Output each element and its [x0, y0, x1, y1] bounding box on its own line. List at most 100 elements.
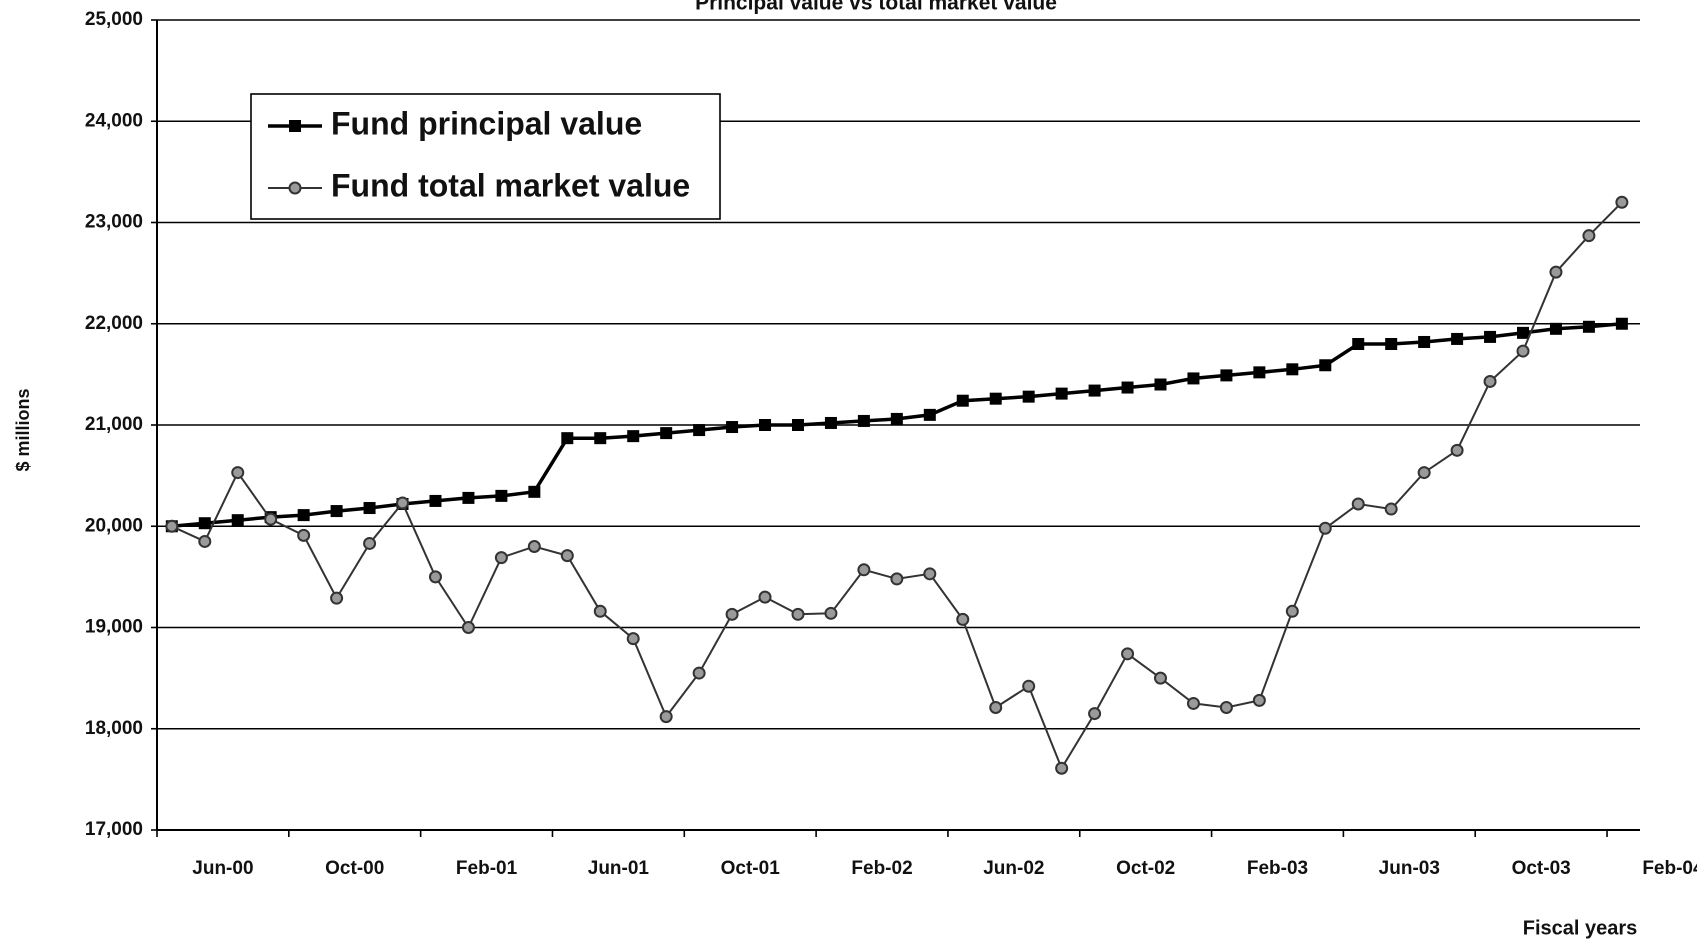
data-point: [1220, 369, 1233, 382]
data-point: [1517, 326, 1530, 339]
data-point: [1483, 374, 1497, 388]
data-point: [1252, 693, 1266, 707]
y-tick-label: 22,000: [85, 313, 143, 334]
data-point: [692, 666, 706, 680]
data-point: [560, 549, 574, 563]
data-point: [824, 416, 837, 429]
data-point: [956, 394, 969, 407]
data-point: [1417, 466, 1431, 480]
data-point: [923, 408, 936, 421]
data-point: [1582, 229, 1596, 243]
data-point: [1516, 344, 1530, 358]
data-point: [461, 621, 475, 634]
data-point: [1615, 317, 1628, 330]
legend-box: [250, 93, 721, 220]
data-point: [1319, 359, 1332, 372]
data-point: [198, 534, 212, 548]
data-point: [956, 612, 970, 626]
data-point: [923, 567, 937, 581]
data-point: [396, 496, 410, 510]
legend-label: Fund principal value: [331, 105, 642, 141]
data-point: [989, 700, 1003, 714]
x-tick-label: Oct-00: [325, 858, 384, 879]
data-point: [989, 392, 1002, 405]
data-point: [1055, 387, 1068, 400]
data-point: [429, 494, 442, 507]
data-point: [494, 551, 508, 565]
y-tick-label: 17,000: [85, 819, 143, 840]
data-point: [1384, 502, 1398, 516]
data-point: [594, 432, 607, 445]
data-point: [1615, 195, 1629, 209]
y-tick-label: 24,000: [85, 110, 143, 131]
data-point: [1121, 647, 1135, 661]
data-point: [1484, 330, 1497, 343]
data-point: [330, 505, 343, 518]
data-point: [1285, 604, 1299, 618]
data-point: [693, 424, 706, 437]
data-point: [231, 514, 244, 527]
data-point: [1088, 707, 1102, 721]
data-point: [1418, 335, 1431, 348]
data-point: [1450, 443, 1464, 457]
x-tick-label: Jun-02: [983, 858, 1044, 879]
data-point: [726, 421, 739, 434]
data-point: [1121, 381, 1134, 394]
data-point: [1385, 338, 1398, 350]
data-point: [1153, 671, 1167, 685]
data-point: [1352, 338, 1365, 350]
data-point: [759, 419, 772, 431]
data-point: [791, 419, 804, 431]
y-tick-label: 18,000: [85, 718, 143, 739]
data-point: [231, 466, 245, 480]
data-point: [1219, 700, 1233, 714]
data-point: [297, 528, 311, 542]
y-tick-label: 25,000: [85, 9, 143, 30]
data-point: [561, 432, 574, 445]
y-axis-label: $ millions: [13, 388, 33, 471]
data-point: [725, 607, 739, 621]
x-tick-label: Feb-02: [851, 858, 912, 879]
data-point: [330, 591, 344, 605]
data-point: [1286, 363, 1299, 376]
x-tick-label: Feb-01: [456, 858, 518, 879]
data-point: [428, 570, 442, 584]
legend-marker: [289, 120, 301, 132]
x-tick-label: Feb-03: [1247, 858, 1308, 879]
x-tick-label: Jun-03: [1379, 858, 1440, 879]
data-point: [660, 427, 673, 440]
x-tick-label: Feb-04: [1642, 858, 1697, 879]
data-point: [1186, 696, 1200, 710]
data-point: [495, 489, 508, 502]
legend-label: Fund total market value: [331, 167, 690, 203]
chart-title: Principal value vs total market value: [695, 0, 1057, 15]
data-point: [363, 536, 377, 550]
data-point: [1351, 497, 1365, 511]
data-point: [528, 485, 541, 498]
data-point: [857, 563, 871, 577]
data-point: [1582, 320, 1595, 333]
x-tick-label: Oct-03: [1512, 858, 1571, 879]
data-point: [198, 517, 211, 530]
y-tick-label: 19,000: [85, 617, 143, 638]
data-point: [1549, 322, 1562, 335]
data-point: [1022, 679, 1036, 693]
data-point: [462, 491, 475, 504]
data-point: [824, 606, 838, 620]
x-tick-label: Oct-01: [721, 858, 781, 879]
x-tick-label: Jun-01: [588, 858, 650, 879]
x-tick-label: Jun-00: [192, 858, 253, 879]
series-line: [171, 201, 1623, 771]
y-tick-label: 21,000: [85, 414, 143, 435]
data-point: [758, 590, 772, 604]
data-point: [1549, 265, 1563, 279]
x-axis-label: Fiscal years: [1523, 917, 1638, 939]
data-point: [890, 412, 903, 425]
data-point: [593, 604, 607, 618]
data-point: [527, 540, 541, 553]
data-point: [264, 512, 278, 526]
data-point: [890, 572, 904, 586]
data-point: [626, 632, 640, 646]
data-point: [1022, 390, 1035, 403]
